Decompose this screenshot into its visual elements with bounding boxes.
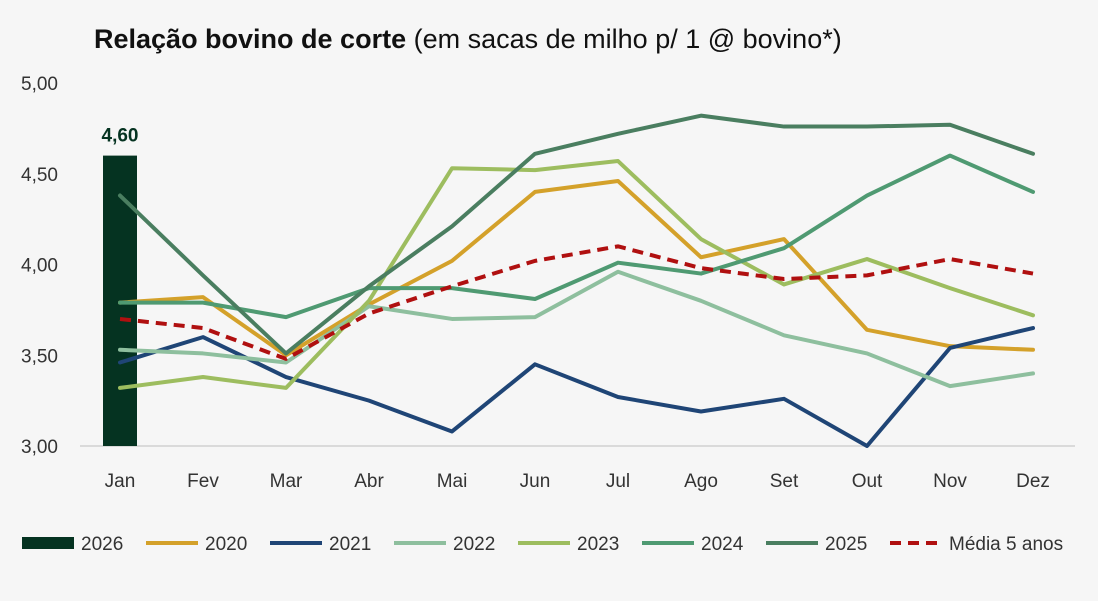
y-tick-label: 3,00 (21, 437, 58, 458)
y-tick-label: 5,00 (21, 74, 58, 95)
legend-label: 2024 (701, 534, 744, 555)
legend-label: 2022 (453, 534, 495, 555)
legend-swatch (22, 537, 74, 549)
bar-data-label: 4,60 (102, 126, 139, 147)
series-line-2020 (118, 179, 1035, 358)
series-line-2021 (118, 326, 1035, 448)
x-tick-label: Mai (437, 471, 468, 492)
x-tick-label: Nov (933, 471, 967, 492)
y-tick-label: 3,50 (21, 346, 58, 367)
y-tick-label: 4,00 (21, 256, 58, 277)
legend-label: Média 5 anos (949, 534, 1063, 555)
x-tick-label: Out (852, 471, 883, 492)
y-tick-label: 4,50 (21, 165, 58, 186)
legend-label: 2023 (577, 534, 619, 555)
legend-label: 2026 (81, 534, 123, 555)
x-tick-label: Fev (187, 471, 219, 492)
series-line-média-5-anos (119, 244, 1034, 361)
x-tick-label: Dez (1016, 471, 1050, 492)
x-tick-label: Mar (270, 471, 303, 492)
x-tick-label: Jan (105, 471, 136, 492)
chart-title: Relação bovino de corte (em sacas de mil… (94, 24, 842, 55)
series-line-2022 (118, 269, 1035, 389)
series-line-2024 (118, 153, 1035, 320)
x-tick-label: Ago (684, 471, 718, 492)
x-tick-label: Jul (606, 471, 630, 492)
legend-label: 2021 (329, 534, 371, 555)
x-tick-label: Set (770, 471, 799, 492)
x-tick-label: Jun (520, 471, 551, 492)
x-tick-label: Abr (354, 471, 384, 492)
legend-label: 2025 (825, 534, 867, 555)
title-subtitle: (em sacas de milho p/ 1 @ bovino*) (413, 24, 842, 54)
legend-label: 2020 (205, 534, 247, 555)
series-line-2025 (118, 113, 1035, 356)
title-main: Relação bovino de corte (94, 24, 407, 54)
series-line-2023 (118, 159, 1035, 390)
